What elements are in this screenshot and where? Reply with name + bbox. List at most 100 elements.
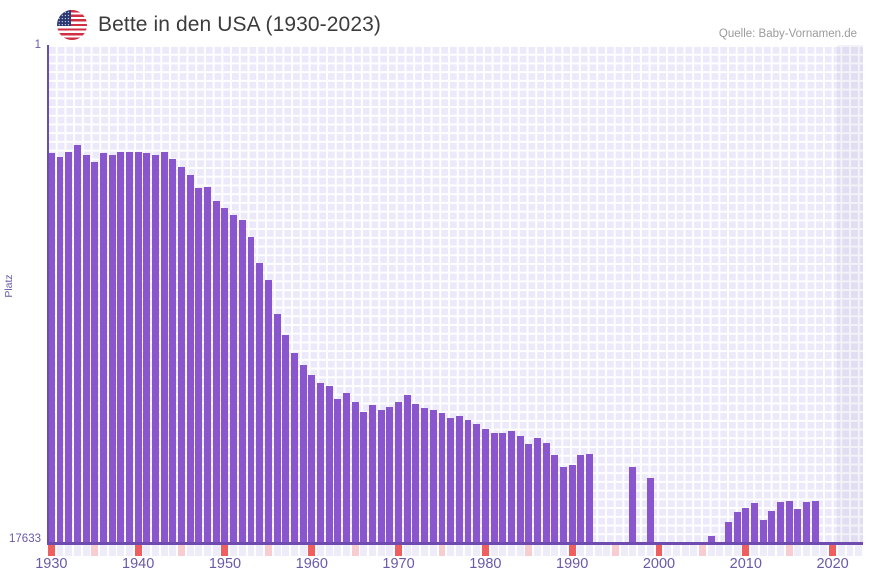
bar-2014 [777,502,784,544]
x-tick-mark-1995 [612,545,620,556]
x-tick-mark-1996 [620,545,628,556]
bar-1932 [65,151,73,544]
x-tick-mark-1945 [178,545,186,556]
x-tick-mark-1964 [343,545,350,556]
x-axis-tick-labels: 1930 1940 1950 1960 1970 1980 1990 2000 2010 2020 [0,556,873,578]
bar-1981 [490,433,498,544]
bar-1970 [395,401,403,544]
bar-1959 [299,364,307,544]
bar-1947 [195,187,203,544]
x-tick-mark-1954 [256,545,264,556]
x-tick-mark-1998 [638,545,646,556]
x-tick-mark-1941 [143,545,151,556]
x-tick-mark-1956 [273,545,281,556]
bar-1945 [178,166,186,544]
x-tick-mark-2019 [820,545,828,556]
source-note: Quelle: Baby-Vornamen.de [718,28,857,40]
x-tick-mark-1990 [568,545,576,556]
x-tick-mark-1963 [334,545,342,556]
x-tick-mark-1982 [499,545,507,556]
x-tick-mark-1931 [56,545,64,556]
bar-1972 [412,404,420,544]
x-tick-label-2000: 2000 [642,556,676,572]
x-tick-mark-1983 [507,545,515,556]
bar-1950 [221,207,229,544]
x-tick-mark-1930 [47,545,55,556]
bar-1942 [152,155,159,544]
bar-1971 [403,394,411,544]
x-tick-mark-2023 [855,545,863,556]
x-tick-mark-1944 [169,545,177,556]
bar-1960 [308,374,316,544]
bar-1979 [473,424,481,544]
bar-2016 [794,509,802,544]
x-tick-label-2010: 2010 [729,556,762,572]
x-tick-mark-2007 [716,545,724,556]
bar-1992 [586,453,594,544]
bar-1931 [56,156,64,544]
bar-1958 [290,353,298,544]
x-tick-label-1970: 1970 [382,556,415,572]
x-tick-label-1990: 1990 [556,556,589,572]
x-tick-mark-1985 [525,545,533,556]
bar-1955 [264,279,272,544]
x-tick-mark-1972 [412,545,420,556]
bar-1943 [160,151,168,544]
x-tick-mark-1969 [386,545,394,556]
bar-series [47,45,863,544]
x-tick-mark-2009 [733,545,741,556]
x-tick-mark-1997 [629,545,637,556]
x-tick-label-1950: 1950 [208,556,242,572]
x-tick-mark-1987 [542,545,550,556]
x-tick-mark-1988 [551,545,559,556]
x-tick-mark-2011 [751,545,758,556]
bar-1989 [560,466,567,544]
bar-2013 [768,510,776,544]
x-tick-mark-1991 [577,545,585,556]
x-tick-mark-1943 [160,545,168,556]
x-tick-mark-2015 [785,545,793,556]
x-tick-mark-2002 [672,545,680,556]
bar-2009 [733,511,741,544]
bar-2006 [707,536,715,544]
x-tick-mark-1984 [516,545,524,556]
x-tick-mark-2000 [655,545,663,556]
bar-1952 [238,220,246,544]
bar-1986 [533,438,541,544]
x-tick-mark-1981 [490,545,498,556]
bar-1975 [438,412,446,544]
plot-area [47,45,863,544]
x-tick-label-1930: 1930 [35,556,68,572]
bar-1978 [464,419,472,544]
x-tick-mark-1978 [464,545,472,556]
x-tick-mark-1992 [586,545,594,556]
bar-1985 [525,444,533,544]
bar-1968 [377,410,385,544]
bar-1938 [117,151,125,544]
x-tick-mark-2018 [811,545,819,556]
x-tick-label-1980: 1980 [469,556,502,572]
x-tick-mark-1955 [264,545,272,556]
bar-1937 [108,154,116,544]
x-tick-mark-1959 [299,545,307,556]
x-tick-mark-1967 [369,545,376,556]
bar-1965 [351,401,359,544]
x-tick-mark-1986 [533,545,541,556]
page-title: Bette in den USA (1930-2023) [98,13,381,36]
x-tick-mark-1940 [134,545,142,556]
y-axis-title: Platz [3,274,15,298]
x-tick-mark-1975 [438,545,446,556]
x-tick-mark-1950 [221,545,229,556]
x-tick-mark-1948 [204,545,212,556]
x-tick-mark-1960 [308,545,316,556]
x-tick-mark-1968 [377,545,385,556]
usa-flag-icon [57,10,87,40]
bar-2017 [803,502,811,544]
bar-1961 [316,383,324,544]
bar-2018 [811,501,819,544]
x-tick-mark-2013 [768,545,776,556]
bar-1940 [134,151,142,544]
bar-1954 [256,262,264,544]
bar-1988 [551,455,559,544]
x-tick-mark-1971 [403,545,411,556]
